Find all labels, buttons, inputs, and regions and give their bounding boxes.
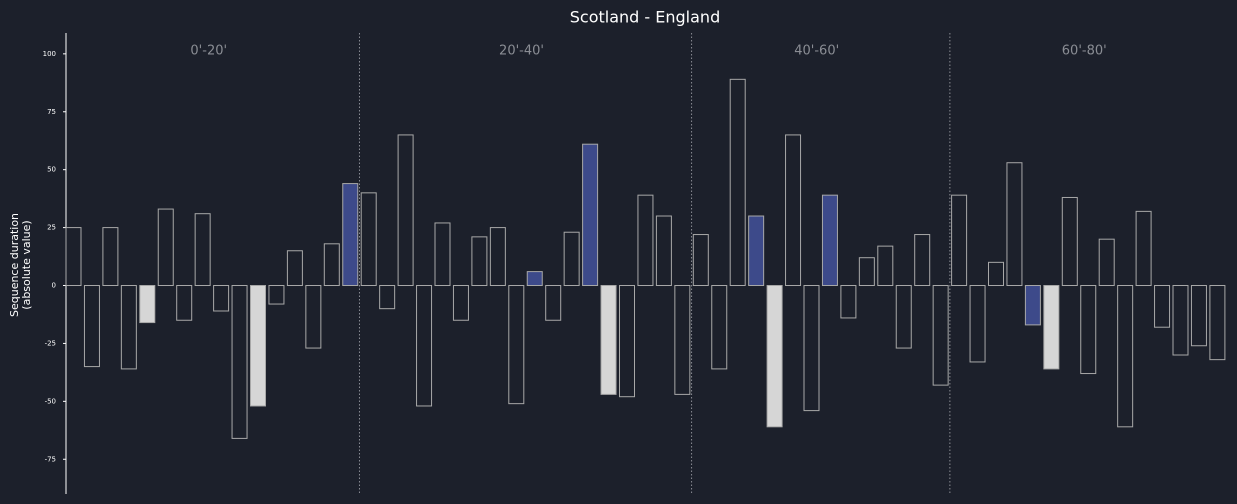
bar: [231, 285, 248, 439]
y-tick-label: 100: [43, 50, 56, 58]
bar: [748, 215, 765, 287]
bar: [120, 285, 137, 370]
bar: [139, 285, 156, 324]
bar: [1154, 285, 1171, 328]
bar: [877, 245, 894, 287]
bar: [803, 285, 820, 412]
period-label: 40'-60': [794, 44, 839, 59]
bar: [286, 250, 303, 287]
bar: [600, 285, 617, 395]
y-tick-label: 75: [47, 108, 56, 116]
bar: [674, 285, 691, 395]
bar: [305, 285, 322, 349]
bar: [637, 194, 654, 287]
bar: [729, 78, 746, 287]
y-axis-label: Sequence duration: [8, 213, 21, 317]
bar: [1117, 285, 1134, 428]
bar: [416, 285, 433, 407]
bar: [785, 134, 802, 287]
bar: [379, 285, 396, 310]
bar: [1209, 285, 1226, 361]
y-tick-label: 0: [52, 282, 56, 290]
period-label: 60'-80': [1062, 44, 1107, 59]
bar: [545, 285, 562, 321]
y-tick-label: 25: [47, 224, 56, 232]
bar: [932, 285, 949, 386]
bar: [526, 271, 543, 287]
bar: [342, 183, 359, 287]
y-tick-label: -75: [45, 455, 56, 463]
bar: [1061, 196, 1078, 287]
bar: [360, 192, 377, 287]
chart-title: Scotland - England: [570, 8, 720, 27]
bar: [692, 234, 709, 287]
bar: [840, 285, 857, 319]
bar: [821, 194, 838, 287]
bar: [434, 222, 451, 287]
bar: [452, 285, 469, 321]
bar: [655, 215, 672, 287]
bar: [102, 227, 119, 287]
bar: [1043, 285, 1060, 370]
bar: [858, 257, 875, 287]
bar: [323, 243, 340, 287]
bar: [268, 285, 285, 305]
bar: [1006, 162, 1023, 287]
bar: [914, 234, 931, 287]
bar: [194, 213, 211, 287]
bar: [397, 134, 414, 287]
bar: [83, 285, 100, 368]
bar: [489, 227, 506, 287]
bar: [969, 285, 986, 363]
bar: [157, 208, 174, 287]
bar: [1080, 285, 1097, 375]
bar: [1135, 210, 1152, 287]
period-label: 0'-20': [190, 44, 227, 59]
y-tick-label: -50: [45, 397, 56, 405]
bar: [766, 285, 783, 428]
bar: [582, 143, 599, 287]
bar: [213, 285, 230, 312]
bar: [1024, 285, 1041, 326]
y-tick-label: -25: [45, 339, 56, 347]
bar: [508, 285, 525, 405]
bar: [895, 285, 912, 349]
bar: [619, 285, 635, 398]
y-tick-label: 50: [47, 166, 56, 174]
period-label: 20'-40': [499, 44, 544, 59]
bar: [1098, 238, 1115, 287]
bar: [711, 285, 728, 370]
bar: [65, 227, 82, 287]
bar: [250, 285, 266, 407]
bar: [176, 285, 193, 321]
y-axis-label: (absolute value): [20, 220, 33, 309]
bar: [563, 231, 580, 287]
bar: [1172, 285, 1189, 356]
bar: [1190, 285, 1207, 347]
bar: [988, 261, 1004, 287]
bar: [471, 236, 488, 287]
bar: [951, 194, 968, 287]
